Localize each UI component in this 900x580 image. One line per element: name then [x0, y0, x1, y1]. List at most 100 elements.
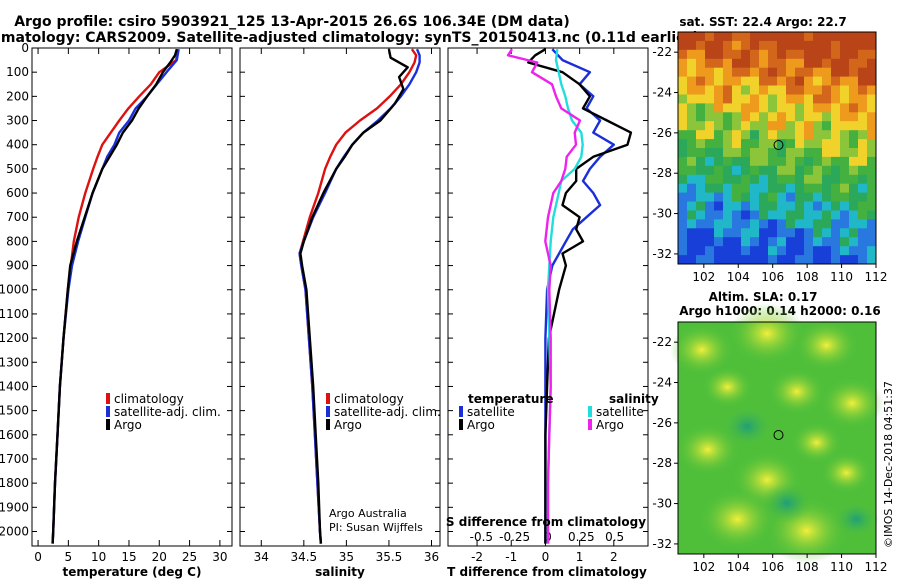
- sst-cell: [768, 103, 778, 113]
- sst-cell: [768, 192, 778, 202]
- sst-cell: [822, 237, 832, 247]
- sst-cell: [759, 228, 769, 238]
- sst-cell: [786, 58, 796, 69]
- sst-cell: [723, 255, 733, 265]
- sst-cell: [777, 94, 787, 104]
- sst-cell: [867, 112, 877, 122]
- sst-cell: [687, 58, 697, 69]
- sst-cell: [840, 139, 850, 149]
- sst-cell: [750, 49, 760, 60]
- sst-cell: [831, 192, 841, 202]
- sla-map-blobs: [670, 303, 884, 564]
- sst-cell: [813, 201, 823, 211]
- credit-argo-australia: Argo Australia: [329, 507, 407, 520]
- sst-cell: [786, 148, 796, 158]
- sst-cell: [804, 112, 814, 122]
- map-lat-label: -30: [652, 207, 672, 221]
- sst-cell: [678, 112, 688, 122]
- temperature-depth-ticks: 0 100 200 300 400 500 600 700 800 900 1000 1100 1200…: [0, 41, 232, 538]
- sst-cell: [696, 156, 706, 167]
- sst-cell: [867, 58, 877, 69]
- sst-cell: [741, 228, 751, 238]
- sst-cell: [795, 156, 805, 167]
- x-tick-label: -2: [471, 550, 483, 564]
- sst-cell: [822, 201, 832, 211]
- x-tick-label: 30: [212, 550, 227, 564]
- sst-cell: [732, 165, 742, 176]
- sst-cell: [768, 219, 778, 229]
- temperature-frame: [31, 47, 233, 547]
- sst-cell: [804, 85, 814, 95]
- sst-cell: [732, 130, 742, 140]
- sst-cell: [840, 165, 850, 176]
- map-lat-label: -26: [652, 126, 672, 140]
- sst-cell: [687, 32, 697, 42]
- sst-cell: [741, 121, 751, 131]
- sst-cell: [750, 94, 760, 104]
- x-tick-label: -1: [505, 550, 517, 564]
- sst-cell: [741, 237, 751, 247]
- sst-cell: [786, 49, 796, 60]
- sst-cell: [858, 139, 868, 149]
- sst-cell: [795, 139, 805, 149]
- sst-cell: [687, 121, 697, 131]
- sst-cell: [858, 237, 868, 247]
- sst-cell: [750, 76, 760, 86]
- sst-cell: [804, 103, 814, 113]
- sst-cell: [732, 94, 742, 104]
- sst-cell: [786, 219, 796, 229]
- sst-cell: [759, 130, 769, 140]
- sst-cell: [732, 201, 742, 211]
- sst-cell: [858, 246, 868, 256]
- sst-cell: [813, 246, 823, 256]
- sst-cell: [867, 165, 877, 176]
- sst-cell: [822, 192, 832, 202]
- sst-cell: [723, 85, 733, 95]
- sst-cell: [768, 40, 778, 51]
- sst-cell: [786, 32, 796, 42]
- credit-pi: PI: Susan Wijffels: [329, 521, 423, 534]
- sst-cell: [723, 40, 733, 51]
- sst-cell: [723, 246, 733, 256]
- sst-cell: [804, 94, 814, 104]
- sst-cell: [687, 148, 697, 158]
- sst-cell: [759, 85, 769, 95]
- map-lon-label: 104: [727, 270, 750, 284]
- sst-cell: [831, 255, 841, 265]
- sst-cell: [768, 210, 778, 220]
- sst-cell: [696, 139, 706, 149]
- sst-cell: [723, 32, 733, 42]
- legend-swatch-t-argo: [459, 419, 463, 430]
- sst-cell: [840, 67, 850, 78]
- sst-cell: [786, 246, 796, 256]
- depth-tick-label: 1000: [0, 283, 29, 297]
- sst-cell: [786, 210, 796, 220]
- sst-cell: [804, 49, 814, 60]
- map-lon-label: 108: [796, 270, 819, 284]
- sst-cell: [768, 255, 778, 265]
- sst-cell: [696, 76, 706, 86]
- sst-cell: [840, 103, 850, 113]
- sst-cell: [714, 32, 724, 42]
- sst-cell: [849, 148, 859, 158]
- sst-cell: [705, 121, 715, 131]
- sst-cell: [732, 103, 742, 113]
- sst-cell: [696, 67, 706, 78]
- sst-cell: [813, 174, 823, 185]
- sst-cell: [759, 58, 769, 69]
- x-tick-label: 35: [339, 550, 354, 564]
- sst-cell: [858, 103, 868, 113]
- sst-cell: [804, 165, 814, 176]
- sst-cell: [741, 210, 751, 220]
- sst-cell: [786, 192, 796, 202]
- sst-cell: [678, 40, 688, 51]
- map-lat-label: -30: [652, 497, 672, 511]
- sst-cell: [840, 85, 850, 95]
- sst-cell: [822, 130, 832, 140]
- sst-cell: [795, 58, 805, 69]
- sst-cell: [840, 255, 850, 265]
- sst-cell: [723, 49, 733, 60]
- sst-cell: [678, 246, 688, 256]
- sst-cell: [804, 156, 814, 167]
- sst-cell: [714, 121, 724, 131]
